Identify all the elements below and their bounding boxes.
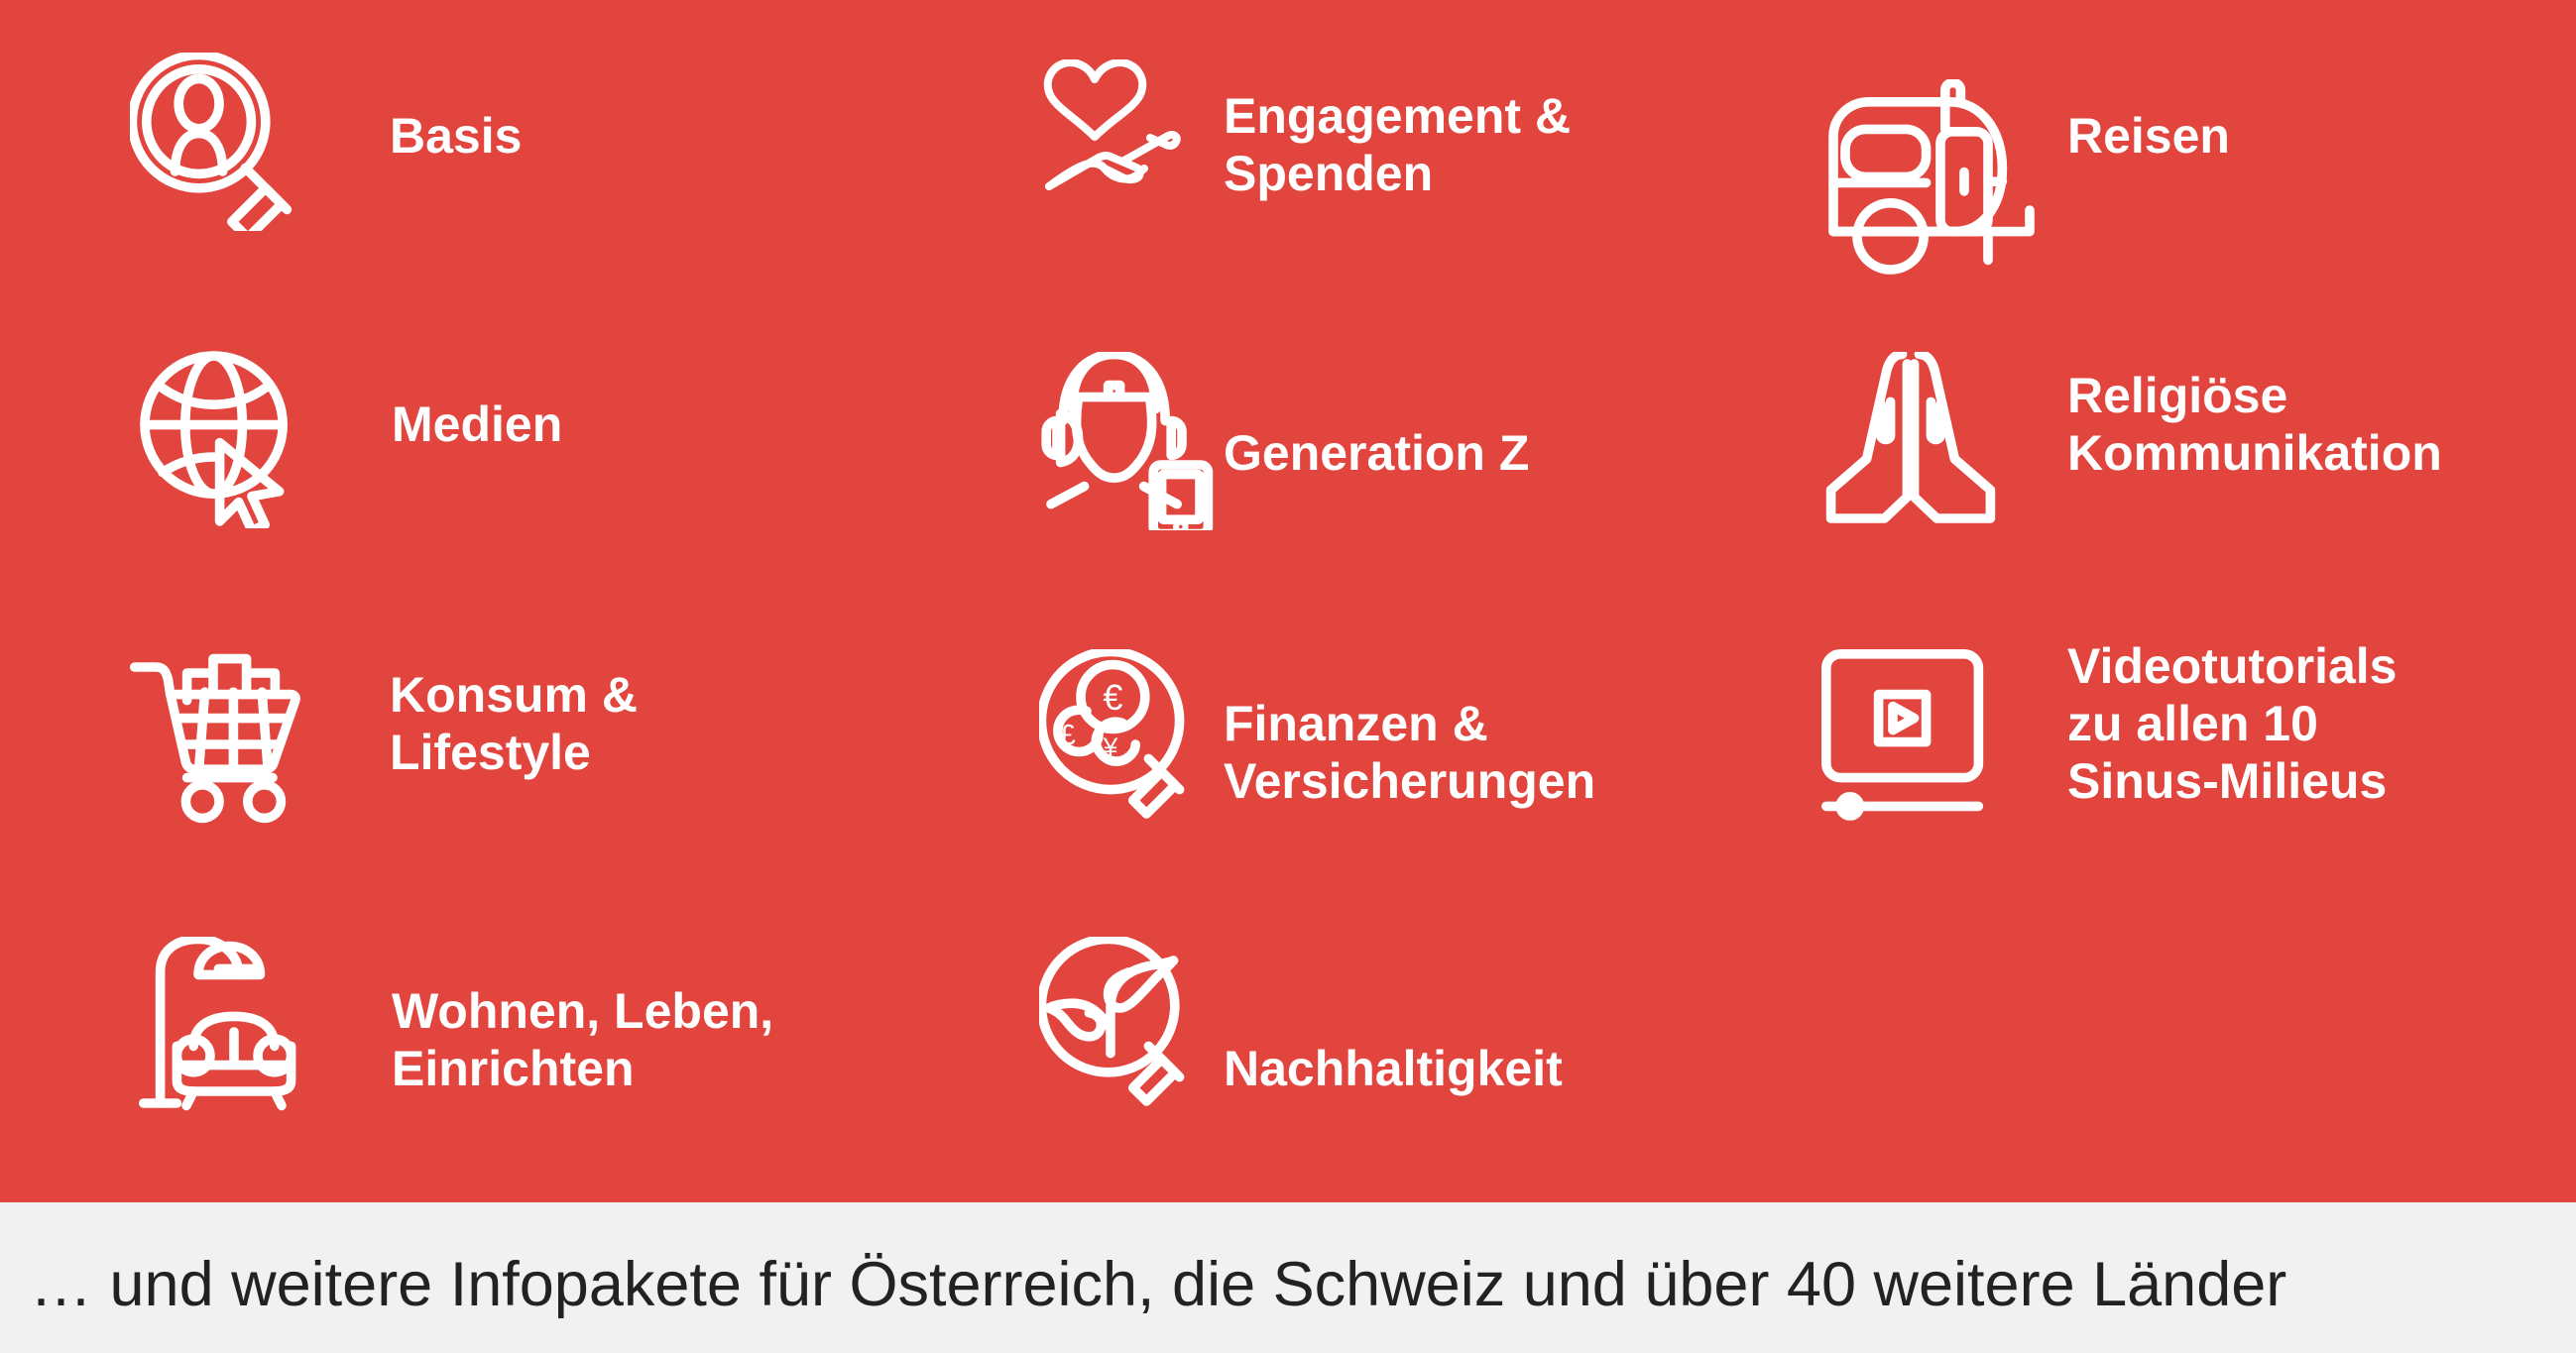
svg-text:€: €: [1103, 677, 1122, 718]
svg-text:£: £: [1060, 720, 1076, 751]
svg-text:¥: ¥: [1103, 733, 1118, 762]
